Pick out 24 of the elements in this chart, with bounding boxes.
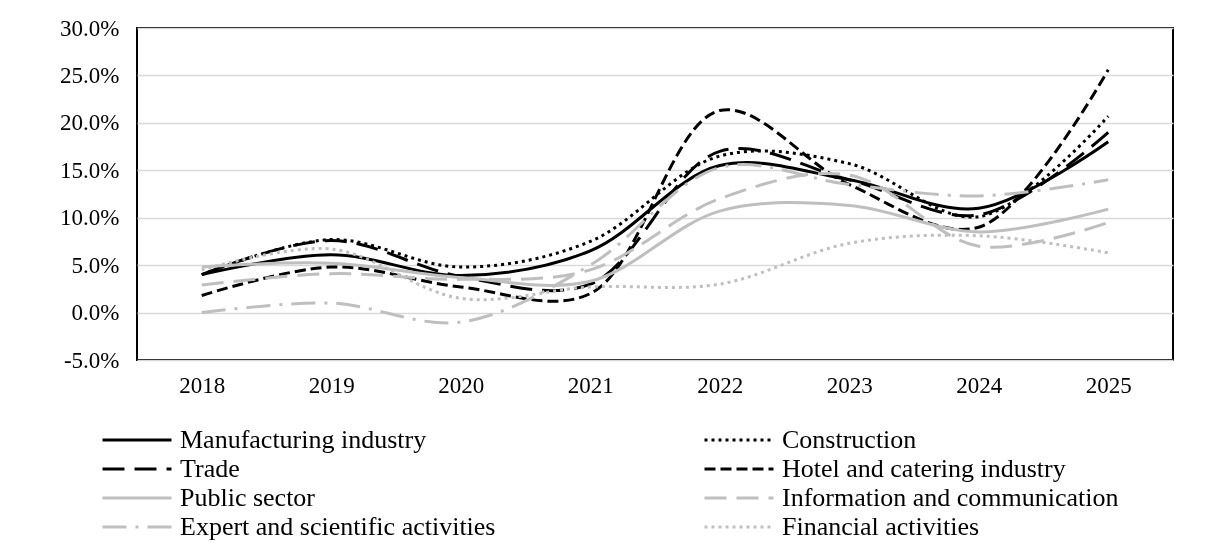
y-tick-label: 30.0%	[60, 15, 120, 41]
x-tick-label: 2019	[308, 372, 355, 398]
legend-label: Construction	[782, 425, 917, 454]
y-tick-label: 15.0%	[60, 157, 120, 183]
y-tick-label: -5.0%	[63, 347, 120, 373]
x-tick-label: 2022	[697, 372, 744, 398]
x-tick-label: 2024	[956, 372, 1003, 398]
legend-label: Public sector	[180, 483, 316, 512]
x-tick-label: 2020	[438, 372, 485, 398]
legend-label: Trade	[180, 454, 240, 483]
x-tick-label: 2021	[567, 372, 614, 398]
legend-label: Financial activities	[782, 512, 980, 541]
legend-label: Information and communication	[782, 483, 1119, 512]
y-tick-label: 5.0%	[71, 252, 120, 278]
legend-label: Expert and scientific activities	[180, 512, 496, 541]
y-tick-label: 0.0%	[71, 300, 120, 326]
legend-label: Manufacturing industry	[180, 425, 427, 454]
x-tick-label: 2018	[179, 372, 226, 398]
y-tick-label: 20.0%	[60, 110, 120, 136]
x-tick-label: 2025	[1085, 372, 1132, 398]
y-tick-label: 25.0%	[60, 62, 120, 88]
legend-label: Hotel and catering industry	[782, 454, 1066, 483]
y-tick-label: 10.0%	[60, 205, 120, 231]
x-tick-label: 2023	[826, 372, 873, 398]
